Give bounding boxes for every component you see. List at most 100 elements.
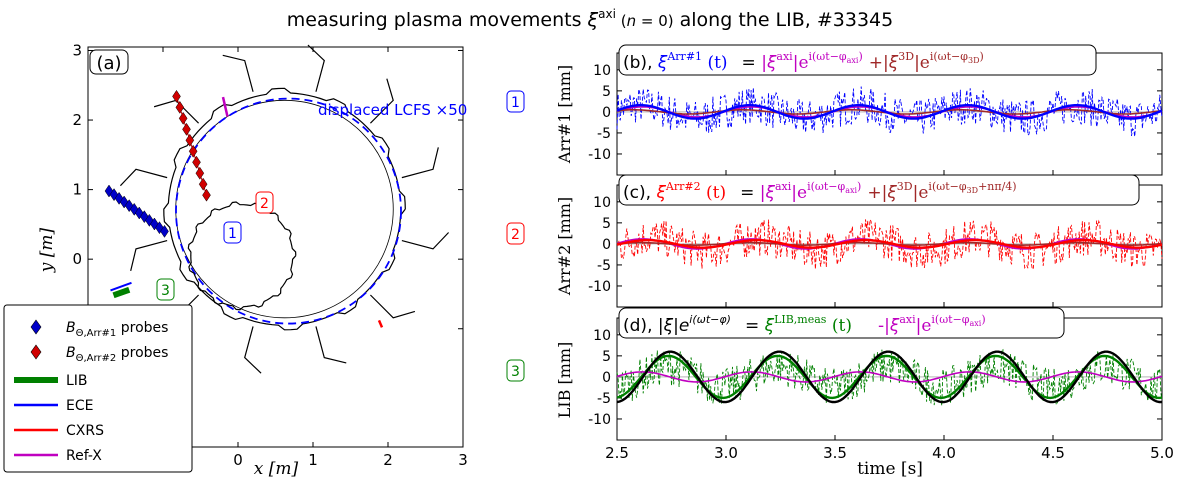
geometry-xtick-label: 0 (233, 451, 243, 469)
series--lib-meas-measured (616, 348, 1163, 407)
legend-item-refx: Ref-X (14, 448, 102, 464)
legend-item-ece: ECE (14, 398, 93, 414)
marker-3-label: 3 (161, 283, 170, 299)
geometry-panel: -10123-10123 (a) displaced LCFS ×50 x [m… (3, 41, 468, 478)
geometry-ytick-label: 0 (72, 250, 82, 268)
side-marker-3-label: 3 (511, 364, 520, 380)
arr2-probe (188, 144, 198, 158)
panel-d-label: (d), |ξ|ei(ωt−φ) = ξLIB,meas (t) -|ξaxi|ei… (623, 313, 986, 336)
geometry-ylabel: y [m] (37, 227, 57, 273)
port-structure (119, 168, 168, 187)
port-structure (130, 239, 168, 271)
ytick-label: 5 (602, 349, 611, 365)
geometry-xlabel: x [m] (254, 459, 299, 478)
panel-c-plot: -10 -5 0 5 10 (588, 185, 1163, 307)
time-tick-label: 5.0 (1150, 444, 1174, 462)
ytick-label: 10 (593, 328, 611, 344)
figure-title: measuring plasma movements ξaxi (n = 0) … (287, 7, 893, 31)
port-structure (153, 99, 200, 124)
port-structure (244, 326, 262, 374)
port-structure (222, 54, 254, 92)
port-structure (369, 294, 416, 319)
ytick-label: -10 (588, 147, 611, 163)
legend-lib-label: LIB (66, 373, 88, 389)
marker-2: 2 (255, 191, 274, 214)
arr1-probe (160, 224, 169, 238)
side-marker-1: 1 (506, 90, 525, 113)
arr2-probe (178, 111, 188, 125)
arr1-probe (155, 221, 164, 235)
geometry-ytick-label: 3 (72, 41, 82, 59)
panel-d: -10 -5 0 5 10 (d), |ξ|ei(ωt−φ) = ξLIB,meas (t… (555, 307, 1163, 441)
time-tick-label: 4.5 (1041, 444, 1065, 462)
ytick-label: 10 (593, 195, 611, 211)
panel-d-header-box (618, 307, 1065, 339)
panel-b-header-box (618, 44, 1097, 76)
series--arr-2-measured (616, 218, 1163, 271)
time-tick-label: 2.5 (605, 444, 629, 462)
port-structure (307, 44, 325, 92)
ytick-label: -5 (597, 258, 611, 274)
geometry-ytick-label: 2 (72, 111, 82, 129)
series--axi-fit (616, 371, 1163, 383)
cxrs-chord (377, 319, 384, 328)
series--arr-1-measured (616, 86, 1163, 137)
series-total-fit (616, 104, 1163, 120)
vessel-wall (163, 87, 406, 331)
side-marker-2-label: 2 (511, 227, 520, 243)
side-marker-1-label: 1 (511, 95, 520, 111)
time-tick-label: 3.5 (823, 444, 847, 462)
panel-a-label-box (89, 49, 129, 75)
legend-item-lib: LIB (14, 373, 88, 389)
time-tick-label: 4.0 (932, 444, 956, 462)
arr2-probe-line (176, 96, 207, 196)
port-structure (401, 147, 439, 179)
panel-c-label: (c), ξArr#2 (t) = |ξaxi|ei(ωt−φaxi) +|ξ3D|… (623, 180, 1017, 203)
legend-item-arr1: BΘ,Arr#1 probes (30, 319, 168, 339)
marker-1: 1 (223, 221, 242, 244)
ytick-label: 5 (602, 216, 611, 232)
arr2-probe (202, 188, 211, 202)
ytick-label: -5 (597, 126, 611, 142)
panel-c-ylabel: Arr#2 [mm] (555, 197, 574, 296)
time-trace-panels: -10 -5 0 5 10 (b), ξArr#1 (t) = |ξaxi|ei(ωt−φ… (555, 44, 1174, 478)
geometry-ytick-label: 1 (72, 181, 82, 199)
panel-c-header-box (618, 174, 1140, 206)
geometry-xtick-label: 2 (383, 451, 393, 469)
ytick-label: 0 (602, 237, 611, 253)
side-marker-2: 2 (506, 222, 525, 245)
ytick-label: -5 (597, 391, 611, 407)
ytick-label: 0 (602, 370, 611, 386)
lib-beam (112, 286, 131, 299)
side-markers: 1 2 3 (506, 90, 525, 382)
legend-ece-label: ECE (66, 398, 93, 414)
arr2-probe (192, 155, 201, 169)
port-structure (401, 232, 450, 250)
marker-2-label: 2 (260, 196, 269, 212)
arr2-probe (195, 166, 205, 180)
port-structure (369, 78, 394, 124)
geometry-axes-frame (87, 46, 464, 448)
legend-arr1-swatch (30, 319, 42, 335)
time-xlabel: time [s] (857, 459, 923, 478)
ytick-label: -10 (588, 412, 611, 428)
legend-item-cxrs: CXRS (14, 423, 104, 439)
panel-b-plot: -10 -5 0 5 10 (588, 53, 1163, 175)
geometry-legend: BΘ,Arr#1 probes BΘ,Arr#2 probes LIB ECE … (3, 304, 193, 473)
arr2-probe (182, 122, 191, 136)
marker-1-label: 1 (228, 226, 237, 242)
panel-b: -10 -5 0 5 10 (b), ξArr#1 (t) = |ξaxi|ei(ωt−φ… (555, 44, 1163, 176)
legend-arr1-label: BΘ,Arr#1 probes (66, 320, 168, 339)
arr2-probe (172, 89, 181, 103)
panel-a-label: (a) (96, 53, 121, 74)
lcfs-annotation: displaced LCFS ×50 (318, 101, 467, 119)
time-axis-ticks: 2.5 3.0 3.5 4.0 4.5 5.0 (605, 444, 1174, 462)
panel-b-label: (b), ξArr#1 (t) = |ξaxi|ei(ωt−φaxi) +|ξ3D|… (623, 50, 984, 73)
panel-c: -10 -5 0 5 10 (c), ξArr#2 (t) = |ξaxi|ei(ωt−φ… (555, 174, 1163, 308)
ytick-label: 0 (602, 105, 611, 121)
panel-d-ylabel: LIB [mm] (555, 342, 574, 419)
legend-arr2-label: BΘ,Arr#2 probes (66, 345, 168, 364)
series--fit (616, 350, 1163, 404)
geometry-xtick-label: 1 (308, 451, 318, 469)
machine-geometry (104, 44, 450, 374)
